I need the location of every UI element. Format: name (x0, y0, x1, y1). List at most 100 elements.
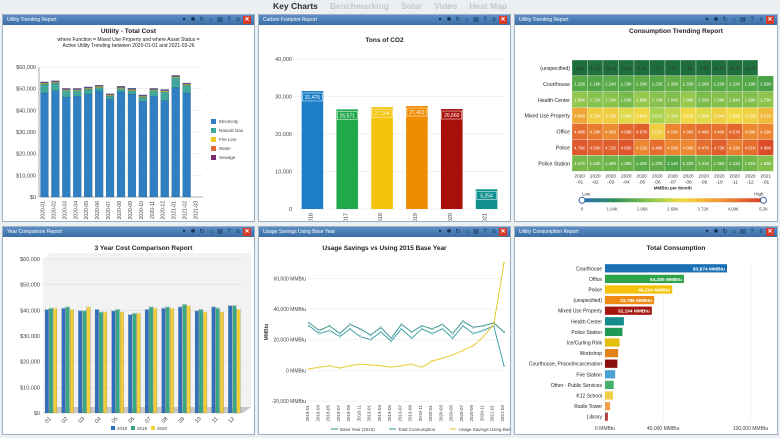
close-icon[interactable]: ✕ (766, 16, 774, 24)
bar-segment (62, 97, 71, 198)
home-icon[interactable]: ⌂ (209, 229, 213, 235)
refresh-icon[interactable]: ↻ (455, 17, 461, 23)
bar (86, 306, 91, 414)
export-icon[interactable]: ▤ (740, 229, 746, 235)
bar (203, 311, 208, 414)
menu-icon[interactable]: ≡ (236, 229, 240, 235)
export-icon[interactable]: ▤ (217, 229, 223, 235)
y-tick-label: $60,000 (20, 257, 40, 263)
home-icon[interactable]: ⌂ (732, 17, 736, 23)
refresh-icon[interactable]: ↻ (455, 229, 461, 235)
cell-value: 1.88K (683, 98, 694, 103)
data-label-box (371, 108, 393, 118)
export-icon[interactable]: ▤ (740, 17, 746, 23)
nav-key-charts[interactable]: Key Charts (273, 1, 318, 11)
settings-icon[interactable]: ✱ (446, 17, 452, 23)
chart-title: 3 Year Cost Comparison Report (94, 245, 193, 252)
close-icon[interactable]: ✕ (243, 16, 251, 24)
x-tick-label: 2019 (413, 213, 419, 222)
home-icon[interactable]: ⌂ (209, 17, 213, 23)
y-category-label: Workshop (580, 351, 603, 357)
settings-icon[interactable]: ✱ (713, 17, 719, 23)
cell-value: 3.10K (590, 113, 601, 118)
nav-benchmarking[interactable]: Benchmarking (329, 1, 389, 11)
column-month: -10 (716, 179, 723, 185)
bar (53, 307, 58, 414)
scale-slider-low[interactable] (578, 196, 586, 204)
cell-value: 1.23K (729, 82, 740, 87)
bar-segment (116, 86, 126, 88)
cell-value: 2.89K (729, 113, 740, 118)
scale-slider-high[interactable] (760, 196, 767, 204)
nav-heat-map[interactable]: Heat Map (469, 1, 507, 11)
panel-header: Utility Trending Report ▾ ✱ ↻ ⌂ ▤? ≡ ✕ (515, 15, 777, 25)
bar-segment (73, 89, 82, 91)
refresh-icon[interactable]: ↻ (199, 17, 205, 23)
help-icon[interactable]: ? (750, 229, 754, 235)
cell-value: 4.12K (636, 145, 647, 150)
bar-segment (160, 100, 169, 198)
menu-icon[interactable]: ≡ (759, 17, 763, 23)
home-icon[interactable]: ⌂ (732, 229, 736, 235)
refresh-icon[interactable]: ↻ (199, 229, 205, 235)
minimize-icon[interactable]: ▾ (182, 229, 186, 235)
minimize-icon[interactable]: ▾ (438, 17, 442, 23)
cell-value: 4.23K (729, 145, 740, 150)
home-icon[interactable]: ⌂ (465, 17, 469, 23)
data-label-box (302, 92, 323, 102)
x-tick-label: 2020-12 (161, 201, 167, 220)
close-icon[interactable]: ✕ (499, 16, 507, 24)
export-icon[interactable]: ▤ (217, 17, 223, 23)
minimize-icon[interactable]: ▾ (705, 17, 709, 23)
data-point (400, 327, 403, 331)
x-tick-label: 2019-05 (387, 405, 392, 422)
export-icon[interactable]: ▤ (473, 229, 479, 235)
close-icon[interactable]: ✕ (766, 228, 774, 236)
help-icon[interactable]: ? (750, 17, 754, 23)
cell-value: 1.72K (590, 98, 601, 103)
refresh-icon[interactable]: ↻ (722, 17, 728, 23)
settings-icon[interactable]: ✱ (190, 229, 196, 235)
data-point (369, 333, 372, 337)
data-label-box (476, 191, 497, 200)
minimize-icon[interactable]: ▾ (182, 17, 186, 23)
settings-icon[interactable]: ✱ (190, 17, 196, 23)
home-icon[interactable]: ⌂ (465, 229, 469, 235)
settings-icon[interactable]: ✱ (446, 229, 452, 235)
bar-cap (45, 308, 49, 310)
close-icon[interactable]: ✕ (499, 228, 507, 236)
cell-value: 1.64K (667, 98, 678, 103)
menu-icon[interactable]: ≡ (759, 229, 763, 235)
nav-solar[interactable]: Solar (400, 1, 423, 11)
bar (605, 306, 652, 315)
data-point (318, 329, 321, 332)
y-tick-label: 20,000 MMBtu (273, 338, 306, 344)
menu-icon[interactable]: ≡ (492, 229, 496, 235)
bar (440, 109, 463, 209)
menu-icon[interactable]: ≡ (236, 17, 240, 23)
help-icon[interactable]: ? (483, 229, 487, 235)
cell-value: 4.06K (605, 129, 616, 134)
nav-video[interactable]: Video (434, 1, 458, 11)
minimize-icon[interactable]: ▾ (438, 229, 442, 235)
y-category-label: Ice/Curling Rink (567, 341, 603, 347)
data-point (389, 336, 393, 340)
cell-value: 1.26K (698, 82, 709, 87)
bar-segment (138, 101, 147, 198)
export-icon[interactable]: ▤ (473, 17, 479, 23)
heatmap-cell (757, 59, 774, 77)
close-icon[interactable]: ✕ (243, 228, 251, 236)
data-label: 27,463 (409, 110, 425, 116)
refresh-icon[interactable]: ↻ (722, 229, 728, 235)
help-icon[interactable]: ? (483, 17, 487, 23)
settings-icon[interactable]: ✱ (713, 229, 719, 235)
panel-header-title: Utility Trending Report (7, 17, 57, 23)
bar-segment (40, 84, 49, 94)
help-icon[interactable]: ? (227, 229, 231, 235)
minimize-icon[interactable]: ▾ (705, 229, 709, 235)
menu-icon[interactable]: ≡ (492, 17, 496, 23)
x-tick-label: 2019-01 (367, 405, 372, 422)
bar-segment (73, 96, 82, 198)
help-icon[interactable]: ? (227, 17, 231, 23)
bar (78, 310, 83, 414)
